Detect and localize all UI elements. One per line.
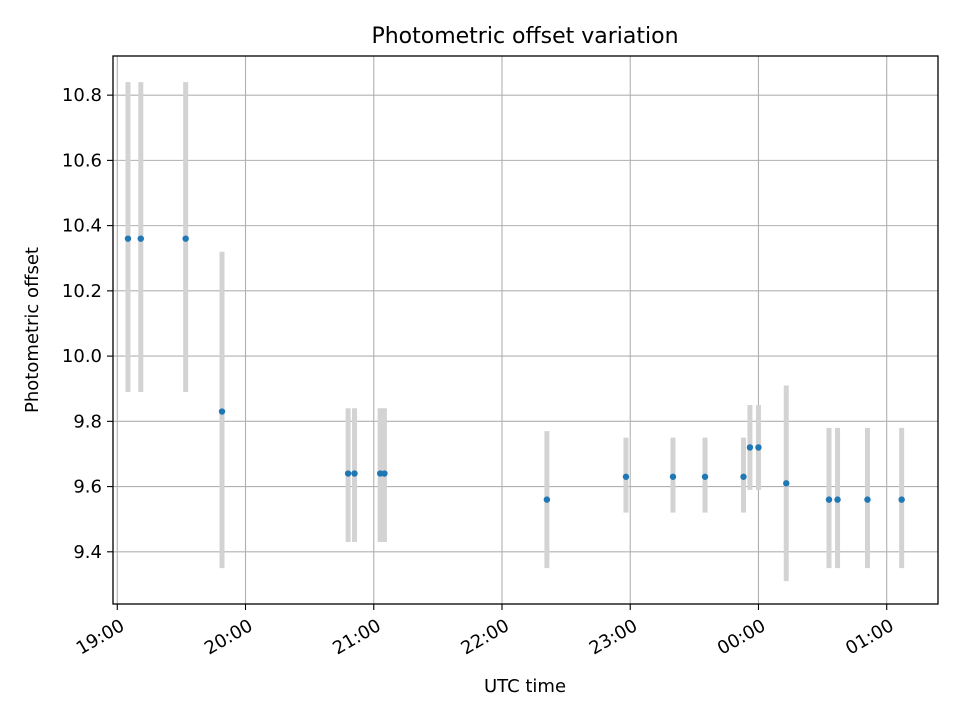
- y-tick-label: 9.6: [73, 477, 102, 498]
- data-point: [344, 470, 352, 477]
- data-point: [825, 496, 833, 503]
- data-points: [124, 235, 905, 503]
- y-tick-label: 10.0: [62, 346, 102, 367]
- y-axis-label: Photometric offset: [22, 247, 43, 413]
- data-point: [381, 470, 388, 477]
- data-point: [701, 473, 709, 480]
- data-point: [755, 444, 762, 451]
- y-tick-label: 10.8: [62, 85, 102, 106]
- data-point: [182, 235, 189, 242]
- y-tick-label: 10.6: [62, 150, 102, 171]
- data-point: [864, 496, 871, 503]
- data-point: [543, 496, 551, 503]
- y-tick-label: 9.4: [73, 542, 102, 563]
- data-point: [351, 470, 358, 477]
- y-tick-label: 10.2: [62, 281, 102, 302]
- data-point: [834, 496, 841, 503]
- data-point: [898, 496, 905, 503]
- grid: [113, 56, 938, 604]
- data-point: [137, 235, 144, 242]
- data-point: [740, 473, 747, 480]
- data-point: [669, 473, 677, 480]
- data-point: [746, 444, 754, 451]
- data-point: [218, 408, 226, 415]
- y-tick-label: 9.8: [73, 411, 102, 432]
- y-tick-label: 10.4: [62, 216, 102, 237]
- data-point: [783, 480, 790, 487]
- plot-frame: [112, 55, 939, 605]
- y-axis-ticks: 9.4 9.6 9.8 10.0 10.2 10.4 10.6 10.8: [62, 85, 113, 563]
- data-point: [622, 473, 630, 480]
- data-point: [124, 235, 132, 242]
- x-axis-label: UTC time: [484, 676, 566, 697]
- chart-title: Photometric offset variation: [371, 24, 678, 49]
